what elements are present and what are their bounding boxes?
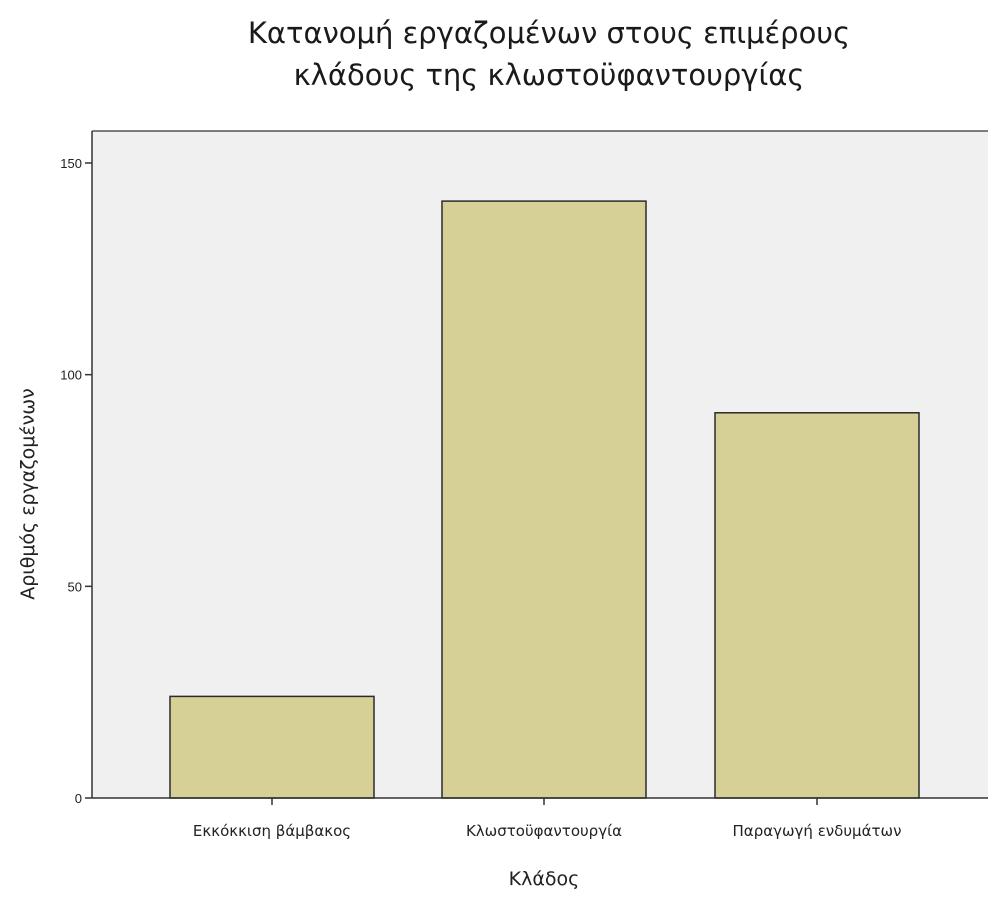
chart-title-line-1: Κατανομή εργαζομένων στους επιμέρους <box>247 16 851 50</box>
y-tick-label: 0 <box>75 791 82 806</box>
bar <box>169 695 375 799</box>
y-tick-label: 150 <box>60 156 82 171</box>
x-axis-title: Κλάδος <box>509 868 580 890</box>
chart-title-line-2: κλάδους της κλωστοϋφαντουργίας <box>293 58 805 92</box>
y-tick-label: 100 <box>60 368 82 383</box>
x-tick-label: Παραγωγή ενδυμάτων <box>733 822 902 840</box>
y-tick-label: 50 <box>68 579 82 594</box>
bars <box>169 200 920 799</box>
chart-title: Κατανομή εργαζομένων στους επιμέρους κλά… <box>150 12 948 96</box>
bar <box>441 200 647 799</box>
x-axis-ticks: Εκκόκκιση βάμβακος Κλωστοϋφαντουργία Παραγ… <box>193 798 902 840</box>
y-axis-title: Αριθμός εργαζομένων <box>17 388 39 600</box>
x-tick-label: Εκκόκκιση βάμβακος <box>193 822 351 840</box>
y-axis-ticks: 0 50 100 150 <box>60 156 92 806</box>
x-tick-label: Κλωστοϋφαντουργία <box>466 822 622 840</box>
bar <box>714 412 920 799</box>
